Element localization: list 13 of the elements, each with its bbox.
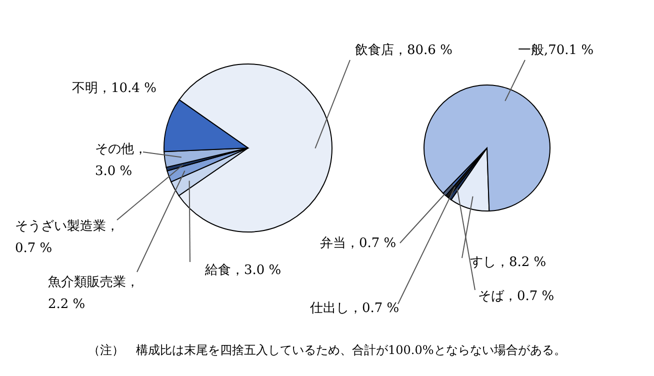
slice-label: 飲食店，80.6 % bbox=[355, 42, 452, 58]
pie-slice bbox=[424, 84, 550, 212]
slice-label: 仕出し，0.7 % bbox=[309, 301, 400, 316]
slice-label: その他， 3.0 % bbox=[95, 142, 147, 179]
slice-label: 給食，3.0 % bbox=[204, 263, 282, 278]
slice-label: 魚介類販売業， 2.2 % bbox=[48, 275, 139, 312]
slice-label: 一般,70.1 % bbox=[518, 43, 594, 58]
slice-label: 不明，10.4 % bbox=[72, 81, 156, 96]
text: （注） 構成比は末尾を四捨五入しているため、合計が100.0%とならない場合がある。 bbox=[88, 342, 566, 359]
slice-label: そうざい製造業， 0.7 % bbox=[15, 219, 119, 256]
slice-label: すし，8.2 % bbox=[470, 255, 546, 270]
slice-label: 弁当，0.7 % bbox=[320, 236, 396, 251]
slice-label: そば，0.7 % bbox=[478, 289, 554, 304]
